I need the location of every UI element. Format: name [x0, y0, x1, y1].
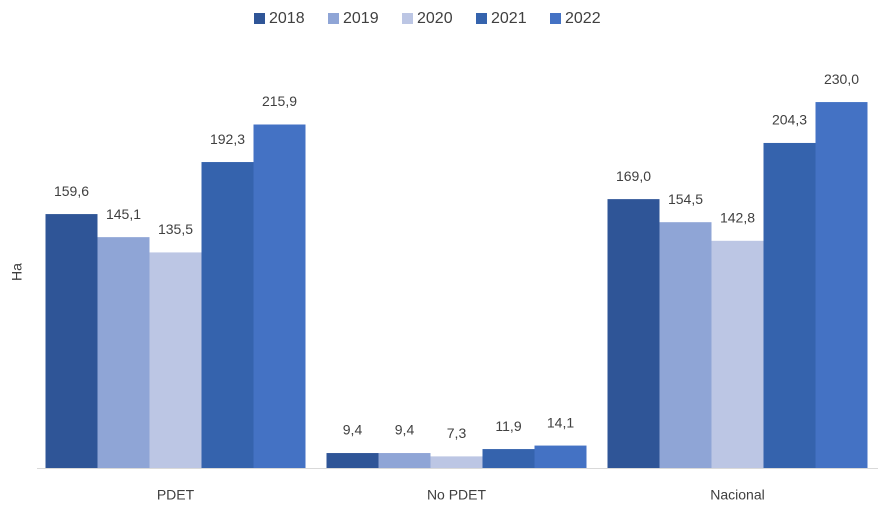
- x-tick-label: Nacional: [710, 487, 764, 503]
- bar: [378, 453, 431, 468]
- data-label: 192,3: [210, 131, 245, 147]
- data-label: 142,8: [720, 210, 755, 226]
- legend-label: 2019: [343, 10, 379, 27]
- data-label: 169,0: [616, 168, 651, 184]
- legend-label: 2018: [269, 10, 305, 27]
- data-label: 9,4: [343, 422, 363, 438]
- data-label: 7,3: [447, 425, 467, 441]
- bar: [253, 124, 306, 468]
- data-label: 135,5: [158, 221, 193, 237]
- bar: [482, 449, 535, 468]
- legend-label: 2022: [565, 10, 601, 27]
- legend-swatch: [550, 13, 561, 24]
- data-label: 11,9: [495, 418, 521, 434]
- legend-swatch: [254, 13, 265, 24]
- bar: [430, 456, 483, 468]
- x-tick-label: PDET: [157, 487, 195, 503]
- data-label: 204,3: [772, 112, 807, 128]
- data-label: 9,4: [395, 422, 415, 438]
- x-tick-label: No PDET: [427, 487, 487, 503]
- legend-swatch: [402, 13, 413, 24]
- bar: [149, 252, 202, 468]
- data-label: 230,0: [824, 71, 859, 87]
- data-label: 14,1: [547, 414, 574, 430]
- bar: [607, 199, 660, 468]
- bar: [534, 445, 587, 468]
- data-label: 154,5: [668, 191, 703, 207]
- bar: [201, 162, 254, 468]
- legend-label: 2020: [417, 10, 453, 27]
- bar: [711, 240, 764, 468]
- bar: [45, 214, 98, 468]
- legend-swatch: [476, 13, 487, 24]
- y-axis-label: Ha: [9, 263, 25, 281]
- bar: [763, 142, 816, 469]
- data-label: 159,6: [54, 183, 89, 199]
- bar: [659, 222, 712, 468]
- bar: [815, 102, 868, 468]
- legend-swatch: [328, 13, 339, 24]
- bar: [97, 237, 150, 468]
- bar: [326, 453, 379, 468]
- data-label: 145,1: [106, 206, 141, 222]
- legend-label: 2021: [491, 10, 527, 27]
- data-label: 215,9: [262, 93, 297, 109]
